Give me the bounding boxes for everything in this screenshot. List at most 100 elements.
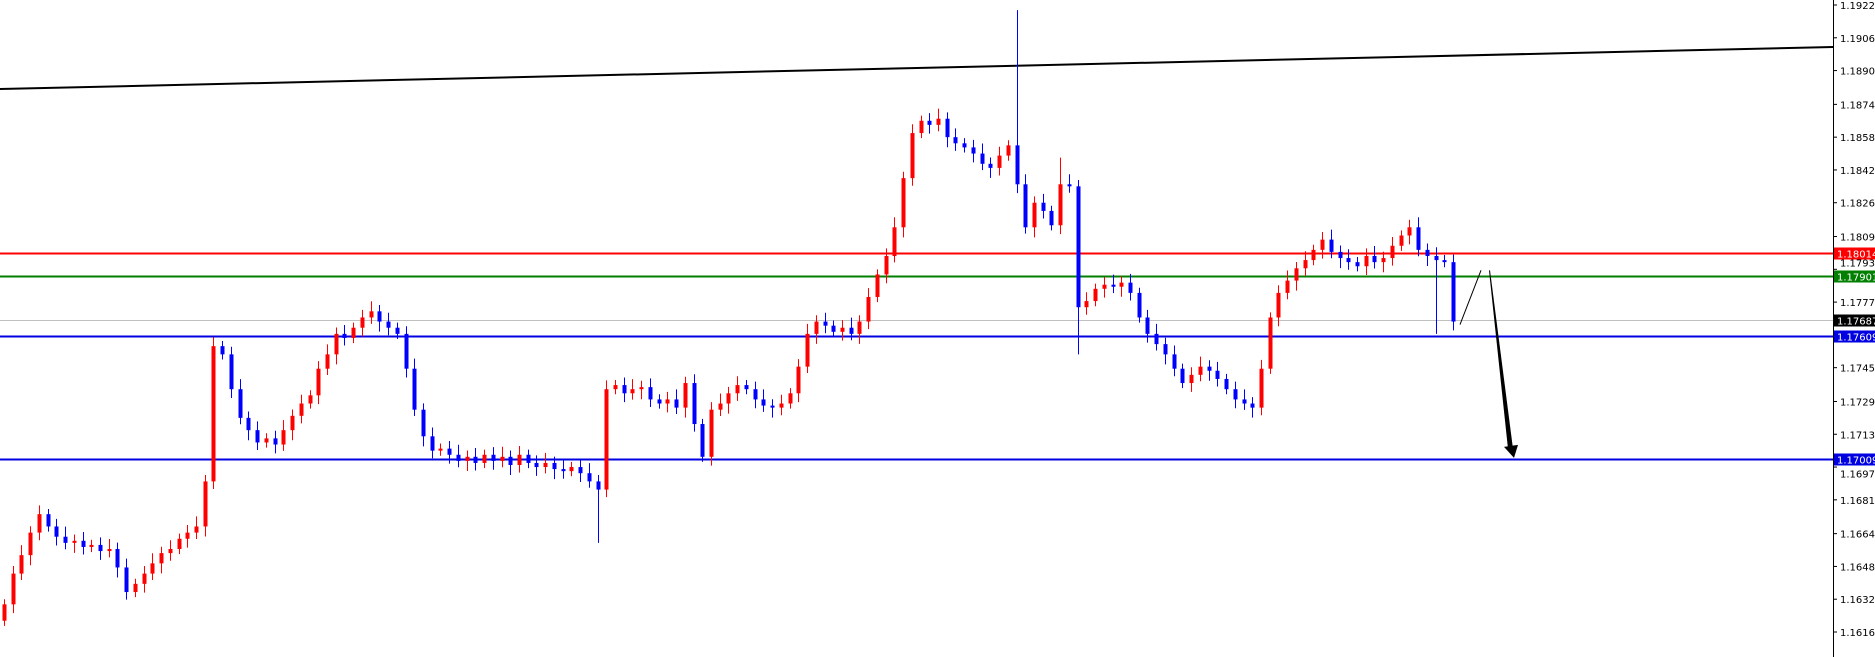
candle-body (875, 274, 880, 297)
candle-body (866, 296, 871, 322)
level-tag-label: 1.17687 (1837, 317, 1875, 328)
candle-body (255, 430, 260, 443)
candle (971, 139, 976, 163)
candle (107, 538, 112, 558)
candle-body (1346, 258, 1351, 263)
candle-body (561, 469, 566, 472)
candle-body (1111, 284, 1116, 287)
candle-body (1084, 301, 1089, 308)
y-tick-label: 1.16810 (1840, 496, 1875, 507)
candle-body (89, 544, 94, 547)
candle (1015, 10, 1020, 194)
y-tick-label: 1.16165 (1840, 628, 1875, 639)
price-axis[interactable]: 1.19225 1.19065 1.18905 1.18740 1.18580 1.184… (1833, 1, 1875, 639)
candle (1119, 276, 1124, 297)
candle (19, 545, 24, 580)
candle (342, 325, 347, 346)
y-tick-label: 1.17130 (1840, 430, 1875, 441)
candle-body (1128, 282, 1133, 293)
level-tag-bg (1834, 314, 1875, 327)
candle-body (142, 573, 147, 584)
candle-body (1189, 374, 1194, 384)
candle-body (1434, 256, 1439, 261)
candle (1137, 287, 1142, 323)
candle (1189, 367, 1194, 392)
candle (1242, 389, 1247, 410)
candle (430, 427, 435, 459)
candle-body (1067, 184, 1072, 187)
candle (316, 361, 321, 405)
candle-body (281, 430, 286, 445)
candle (1006, 140, 1011, 161)
candle (857, 315, 862, 344)
candle-body (657, 399, 662, 404)
candle-body (325, 354, 330, 369)
candle (1346, 249, 1351, 270)
candle (203, 475, 208, 537)
candle-body (630, 389, 635, 394)
candle (770, 399, 775, 418)
candle (1145, 309, 1150, 343)
y-tick-label: 1.18905 (1840, 67, 1875, 78)
candle (831, 320, 836, 337)
candle (1180, 363, 1185, 389)
candle (578, 459, 583, 483)
candle-body (953, 137, 958, 144)
candle (404, 326, 409, 378)
candle-body (639, 387, 644, 390)
resistance-trendline[interactable] (0, 46, 1834, 91)
candle-body (1355, 262, 1360, 267)
candle (526, 449, 531, 469)
candle-body (430, 436, 435, 451)
candle (168, 540, 173, 561)
candle (299, 394, 304, 424)
candle (761, 389, 766, 412)
candles (2, 10, 1456, 626)
y-tick-label: 1.16485 (1840, 562, 1875, 573)
candle (927, 113, 932, 134)
candle (1172, 345, 1177, 377)
candle (953, 128, 958, 151)
candle-body (1276, 292, 1281, 318)
candle (936, 108, 941, 132)
candle (46, 509, 51, 532)
candle-body (1198, 366, 1203, 375)
level-tag-label: 1.17609 (1837, 333, 1875, 344)
candle-body (1041, 202, 1046, 211)
candle (491, 447, 496, 470)
candle (622, 377, 627, 403)
candle (412, 358, 417, 417)
candle-body (1049, 210, 1054, 226)
candle (1329, 229, 1334, 259)
candle-body (334, 333, 339, 355)
candle (1416, 217, 1421, 257)
candle (1399, 230, 1404, 251)
candle (1372, 245, 1377, 269)
candle-body (1311, 249, 1316, 261)
candle (159, 546, 164, 574)
candle-body (194, 526, 199, 533)
level-tag-bg (1834, 330, 1875, 343)
candle-body (1172, 354, 1177, 369)
candle-body (857, 321, 862, 334)
candle (1233, 381, 1238, 409)
candle (587, 463, 592, 488)
candle (1093, 283, 1098, 307)
candle-body (1154, 333, 1159, 345)
y-tick-label: 1.16645 (1840, 530, 1875, 541)
candle (1111, 274, 1116, 294)
candle-body (910, 133, 915, 179)
candle-body (674, 399, 679, 408)
candle-body (1119, 282, 1124, 287)
candle (613, 379, 618, 395)
candle (28, 526, 33, 566)
projection-arrow[interactable] (1459, 270, 1518, 458)
candle (1407, 219, 1412, 245)
candle-body (360, 317, 365, 328)
level-tag-bg (1834, 270, 1875, 283)
candle (1067, 174, 1072, 193)
candle (604, 380, 609, 498)
candle-body (1390, 245, 1395, 259)
candle (962, 138, 967, 153)
